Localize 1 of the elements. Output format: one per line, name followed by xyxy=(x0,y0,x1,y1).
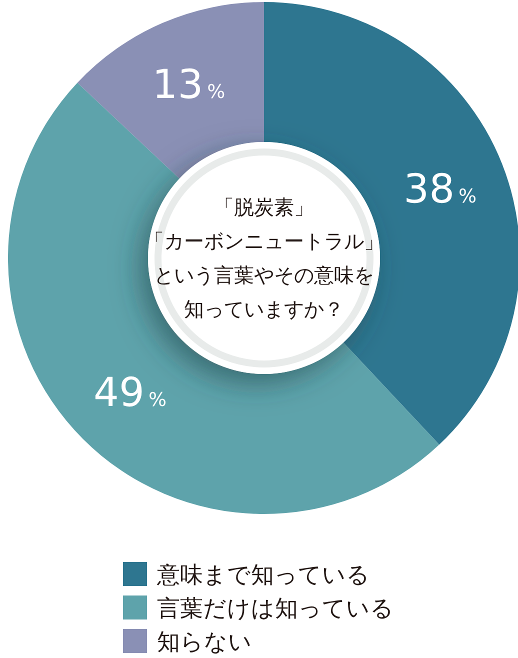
title: 「脱炭素」「カーボンニュートラル」という言葉やその意味を知っていますか？ xyxy=(144,195,384,321)
